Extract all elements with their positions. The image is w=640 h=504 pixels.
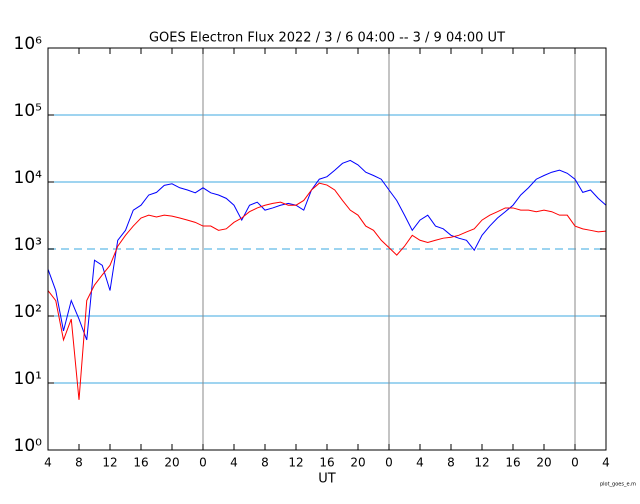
x-tick-label: 4 <box>230 456 238 470</box>
x-tick-label: 16 <box>505 456 520 470</box>
x-axis-label: UT <box>318 472 336 487</box>
x-tick-label: 8 <box>261 456 269 470</box>
x-tick-label: 20 <box>350 456 365 470</box>
y-tick-label: 10⁵ <box>14 101 42 121</box>
y-tick-label: 10¹ <box>14 369 42 389</box>
x-tick-label: 8 <box>75 456 83 470</box>
x-tick-label: 16 <box>133 456 148 470</box>
series-line <box>47 159 607 341</box>
y-tick-label: 10⁶ <box>14 34 43 54</box>
x-tick-label: 12 <box>288 456 303 470</box>
x-tick-label: 16 <box>319 456 334 470</box>
x-tick-label: 0 <box>385 456 393 470</box>
x-tick-label: 0 <box>571 456 579 470</box>
x-tick-label: 20 <box>536 456 551 470</box>
chart-title: GOES Electron Flux 2022 / 3 / 6 04:00 --… <box>149 31 505 46</box>
y-tick-label: 10⁰ <box>14 436 43 456</box>
series-line <box>47 182 607 400</box>
x-tick-label: 0 <box>199 456 207 470</box>
x-tick-label: 20 <box>164 456 179 470</box>
footnote: plot_goes_e.m <box>600 482 636 488</box>
y-tick-label: 10⁴ <box>14 168 43 188</box>
x-tick-label: 4 <box>416 456 424 470</box>
x-tick-label: 8 <box>447 456 455 470</box>
x-tick-label: 4 <box>44 456 52 470</box>
x-tick-label: 12 <box>102 456 117 470</box>
x-tick-label: 4 <box>602 456 610 470</box>
y-tick-label: 10³ <box>14 235 42 255</box>
x-tick-label: 12 <box>474 456 489 470</box>
y-tick-label: 10² <box>14 302 42 322</box>
